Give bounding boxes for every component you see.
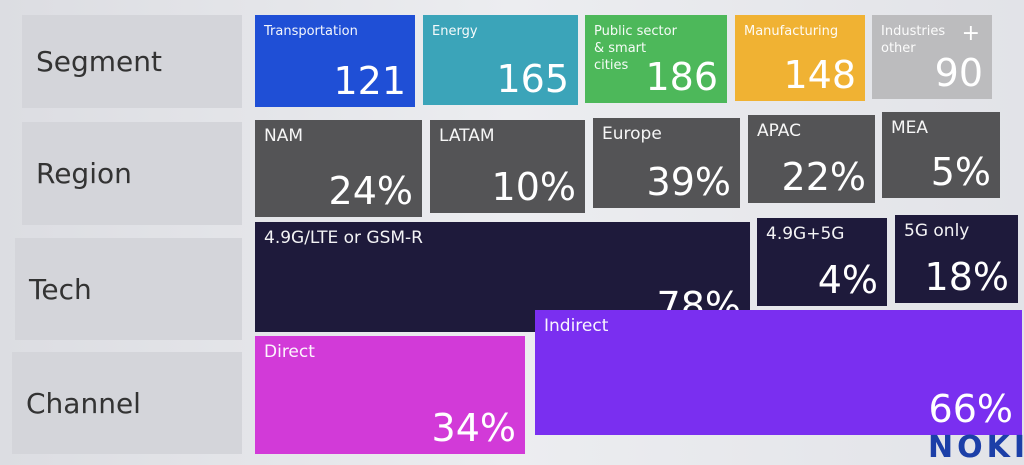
tile-label: 4.9G+5G xyxy=(766,224,845,244)
logo: NOKIA xyxy=(928,430,1024,465)
tile-label: 5G only xyxy=(904,221,970,241)
tile-label: Transportation xyxy=(264,24,358,39)
tile-label: Indirect xyxy=(544,316,609,336)
tile: Direct 34% xyxy=(255,336,525,454)
tile-label: Europe xyxy=(602,124,662,144)
row-label: Segment xyxy=(22,15,242,108)
tile: NAM 24% xyxy=(255,120,422,217)
tile-value: 10% xyxy=(491,165,576,209)
tile-value: 5% xyxy=(930,150,991,194)
tile-label: 4.9G/LTE or GSM-R xyxy=(264,228,423,248)
tile-value: 90 xyxy=(934,51,983,95)
row-label: Channel xyxy=(12,352,242,454)
tile: 4.9G+5G 4% xyxy=(757,218,887,306)
tile-label: NAM xyxy=(264,126,304,146)
tile: Energy 165 xyxy=(423,15,578,105)
tile-label: APAC xyxy=(757,121,801,141)
tile: Manufacturing 148 xyxy=(735,15,865,101)
tile: 5G only 18% xyxy=(895,215,1018,303)
tile-value: 186 xyxy=(645,55,718,99)
tile-label: Energy xyxy=(432,24,478,39)
tile-label: MEA xyxy=(891,118,929,138)
tile: Transportation 121 xyxy=(255,15,415,107)
tile-value: 18% xyxy=(924,255,1009,299)
tile-label: LATAM xyxy=(439,126,495,146)
tile-value: 148 xyxy=(783,53,856,97)
plus-icon: + xyxy=(961,21,980,46)
tile-value: 165 xyxy=(496,57,569,101)
tile-value: 34% xyxy=(431,406,516,450)
tile: MEA 5% xyxy=(882,112,1000,198)
row-label: Tech xyxy=(15,238,242,340)
tile-value: 39% xyxy=(646,160,731,204)
tile-value: 22% xyxy=(781,155,866,199)
tile-value: 4% xyxy=(817,258,878,302)
tile: Europe 39% xyxy=(593,118,740,208)
tile-value: 24% xyxy=(328,169,413,213)
tile-label: Direct xyxy=(264,342,315,362)
row-label: Region xyxy=(22,122,242,225)
tile-value: 66% xyxy=(928,387,1013,431)
tile: LATAM 10% xyxy=(430,120,585,213)
tile-label: Manufacturing xyxy=(744,24,839,39)
tile: APAC 22% xyxy=(748,115,875,203)
tile: Indirect 66% xyxy=(535,310,1022,435)
tile-label: Public sector & smart cities xyxy=(594,24,677,73)
tile-value: 121 xyxy=(333,59,406,103)
tile: Public sector & smart cities 186 xyxy=(585,15,727,103)
tile-label: Industries other xyxy=(881,24,946,56)
tile: Industries other 90 + xyxy=(872,15,992,99)
